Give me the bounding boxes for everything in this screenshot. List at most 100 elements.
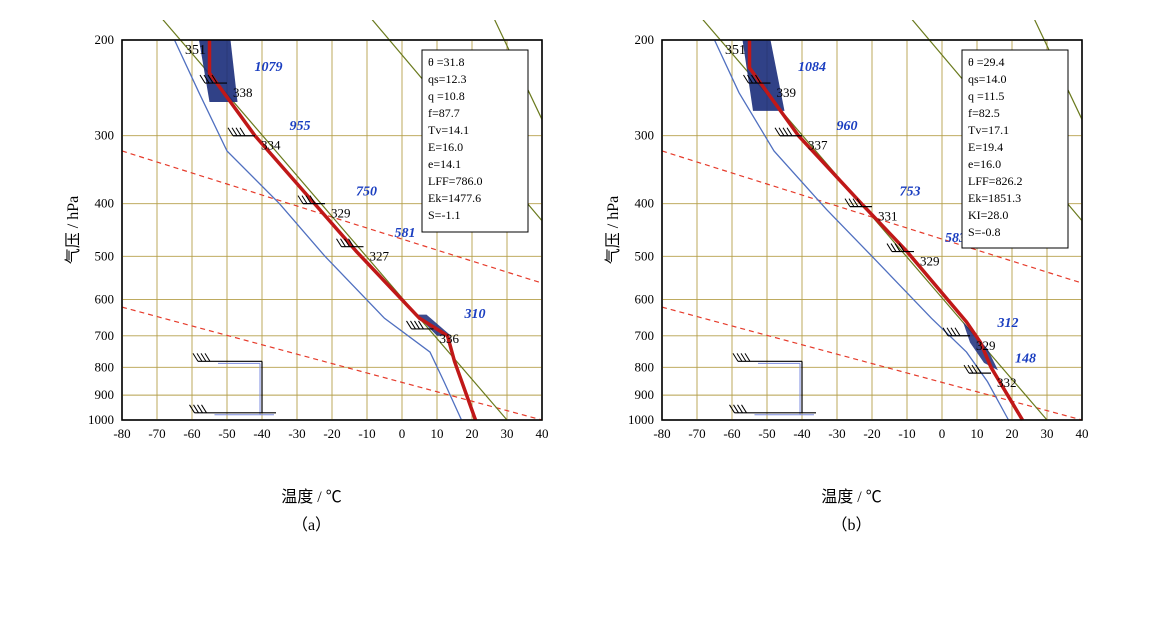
x-axis-title: 温度 / ℃ [821,483,881,507]
info-line: qs=14.0 [968,72,1006,86]
x-tick-label: -80 [113,426,130,441]
x-axis-title: 温度 / ℃ [281,483,341,507]
y-tick-label: 900 [634,387,654,402]
level-label: 331 [878,209,898,224]
level-label: 334 [261,138,281,153]
info-line: θ =31.8 [428,55,465,69]
x-tick-label: 10 [970,426,983,441]
level-label: 337 [808,138,828,153]
info-line: q =11.5 [968,89,1004,103]
info-line: Tv=17.1 [968,123,1009,137]
panel-caption: 温度 / ℃ （b） [821,483,881,535]
height-label: 148 [1015,351,1036,366]
info-line: f=87.7 [428,106,460,120]
y-tick-label: 1000 [628,412,654,427]
x-tick-label: -60 [723,426,740,441]
height-label: 960 [836,119,857,134]
level-label: 332 [997,375,1017,390]
x-tick-label: -80 [653,426,670,441]
height-label: 312 [996,316,1018,331]
x-tick-label: -50 [218,426,235,441]
x-tick-label: 10 [430,426,443,441]
x-tick-label: -40 [793,426,810,441]
x-tick-label: 0 [398,426,405,441]
info-line: S=-1.1 [428,208,460,222]
x-tick-label: -20 [863,426,880,441]
level-label: 327 [369,249,389,264]
x-tick-label: -10 [358,426,375,441]
x-tick-label: 40 [535,426,548,441]
panel-sublabel: （b） [821,511,881,535]
height-label: 310 [463,307,485,322]
height-label: 750 [356,185,377,200]
height-label: 1084 [798,60,826,75]
y-tick-label: 200 [634,32,654,47]
info-line: S=-0.8 [968,225,1000,239]
y-tick-label: 300 [634,128,654,143]
panel-caption: 温度 / ℃ （a） [281,483,341,535]
y-tick-label: 900 [94,387,114,402]
info-line: LFF=826.2 [968,174,1022,188]
y-tick-label: 500 [634,248,654,263]
y-tick-label: 800 [634,359,654,374]
y-axis-title: 气压 / hPa [64,196,82,264]
tlnp-chart: 3393373313293293321084960753583312148351… [602,20,1102,465]
y-tick-label: 800 [94,359,114,374]
info-line: KI=28.0 [968,208,1008,222]
tlnp-chart: 338 334 329 327 336 1079 955 750 581 310 351 θ =31.… [62,20,562,465]
x-tick-label: -70 [688,426,705,441]
y-tick-label: 1000 [88,412,114,427]
top-label: 351 [725,43,746,58]
x-tick-label: 40 [1075,426,1088,441]
info-line: q =10.8 [428,89,465,103]
info-line: Ek=1477.6 [428,191,481,205]
y-tick-label: 300 [94,128,114,143]
level-label: 329 [976,338,996,353]
chart-panel-a: 338 334 329 327 336 1079 955 750 581 310 351 θ =31.… [62,20,562,535]
x-tick-label: -10 [898,426,915,441]
info-line: E=19.4 [968,140,1003,154]
info-line: Tv=14.1 [428,123,469,137]
x-tick-label: -60 [183,426,200,441]
x-tick-label: 30 [1040,426,1053,441]
y-tick-label: 600 [94,291,114,306]
x-tick-label: 20 [465,426,478,441]
y-tick-label: 600 [634,291,654,306]
top-label: 351 [185,43,206,58]
info-line: LFF=786.0 [428,174,482,188]
panel-sublabel: （a） [281,511,341,535]
x-tick-label: -50 [758,426,775,441]
level-label: 336 [439,331,459,346]
height-label: 955 [289,119,310,134]
y-tick-label: 400 [634,196,654,211]
x-tick-label: -40 [253,426,270,441]
y-tick-label: 700 [94,328,114,343]
level-label: 329 [331,206,351,221]
info-line: θ =29.4 [968,55,1005,69]
x-tick-label: -30 [288,426,305,441]
level-label: 339 [776,85,796,100]
info-line: e=14.1 [428,157,461,171]
y-axis-title: 气压 / hPa [604,196,622,264]
x-tick-label: -30 [828,426,845,441]
info-line: E=16.0 [428,140,463,154]
info-line: qs=12.3 [428,72,466,86]
info-line: e=16.0 [968,157,1001,171]
x-tick-label: 0 [938,426,945,441]
level-label: 329 [920,254,940,269]
info-line: f=82.5 [968,106,1000,120]
level-label: 338 [233,85,253,100]
y-tick-label: 500 [94,248,114,263]
height-label: 1079 [254,60,282,75]
y-tick-label: 200 [94,32,114,47]
y-tick-label: 400 [94,196,114,211]
x-tick-label: 30 [500,426,513,441]
x-tick-label: 20 [1005,426,1018,441]
y-tick-label: 700 [634,328,654,343]
info-line: Ek=1851.3 [968,191,1021,205]
chart-panel-b: 3393373313293293321084960753583312148351… [602,20,1102,535]
height-label: 753 [899,185,920,200]
x-tick-label: -70 [148,426,165,441]
x-tick-label: -20 [323,426,340,441]
height-label: 581 [394,226,415,241]
